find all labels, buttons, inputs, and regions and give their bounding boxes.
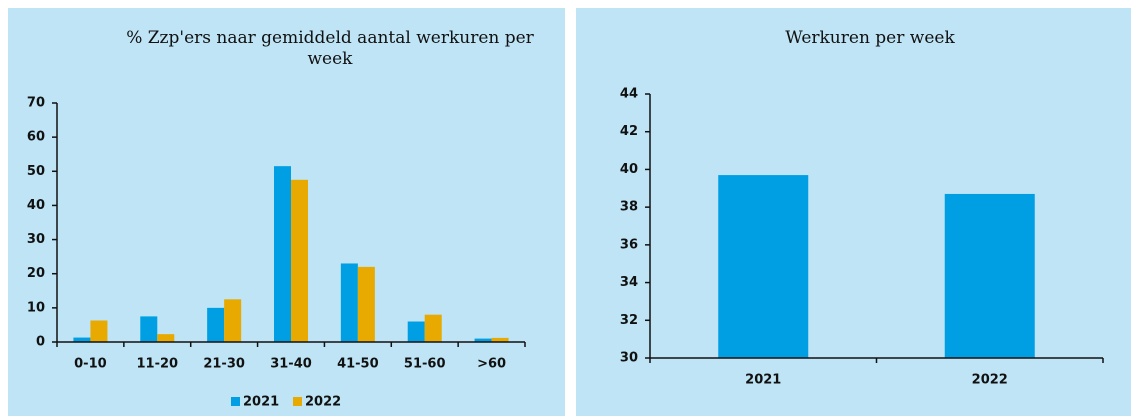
panel (576, 8, 1131, 416)
chart-title: % Zzp'ers naar gemiddeld aantal werkuren… (126, 28, 534, 69)
y-tick-label: 40 (27, 198, 45, 213)
y-tick-label: 30 (620, 351, 638, 366)
bar (224, 299, 242, 342)
bar (73, 337, 91, 342)
bar (407, 321, 425, 342)
legend-label: 2022 (305, 395, 341, 410)
bar (207, 307, 225, 342)
y-tick-label: 38 (620, 200, 638, 215)
x-tick-label: 2021 (745, 373, 781, 388)
legend-swatch (231, 397, 240, 406)
y-tick-label: 42 (620, 124, 638, 139)
y-tick-label: 60 (27, 130, 45, 145)
legend-label: 2021 (243, 395, 279, 410)
bar (340, 263, 358, 342)
x-tick-label: 21-30 (203, 357, 245, 372)
bar (474, 338, 492, 342)
bar (718, 175, 809, 358)
x-tick-label: >60 (477, 357, 506, 372)
bar (944, 193, 1035, 358)
x-tick-label: 0-10 (74, 357, 107, 372)
y-tick-label: 50 (27, 164, 45, 179)
bar (491, 337, 509, 342)
bar (157, 334, 175, 342)
y-tick-label: 44 (620, 87, 638, 102)
bar (424, 314, 442, 342)
y-tick-label: 0 (36, 335, 45, 350)
bar (90, 320, 108, 342)
bar (291, 179, 308, 342)
y-tick-label: 36 (620, 237, 638, 252)
x-tick-label: 41-50 (337, 357, 379, 372)
bar (357, 266, 375, 342)
bar (274, 166, 291, 342)
y-tick-label: 20 (27, 266, 45, 281)
y-tick-label: 34 (620, 275, 638, 290)
y-tick-label: 40 (620, 162, 638, 177)
x-tick-label: 31-40 (270, 357, 312, 372)
x-tick-label: 51-60 (404, 357, 446, 372)
x-tick-label: 11-20 (136, 357, 178, 372)
chart-title: Werkuren per week (785, 28, 955, 48)
y-tick-label: 30 (27, 232, 45, 247)
bar (140, 316, 158, 342)
x-tick-label: 2022 (972, 373, 1008, 388)
y-tick-label: 70 (27, 96, 45, 111)
legend-swatch (293, 397, 302, 406)
y-tick-label: 10 (27, 300, 45, 315)
y-tick-label: 32 (620, 313, 638, 328)
